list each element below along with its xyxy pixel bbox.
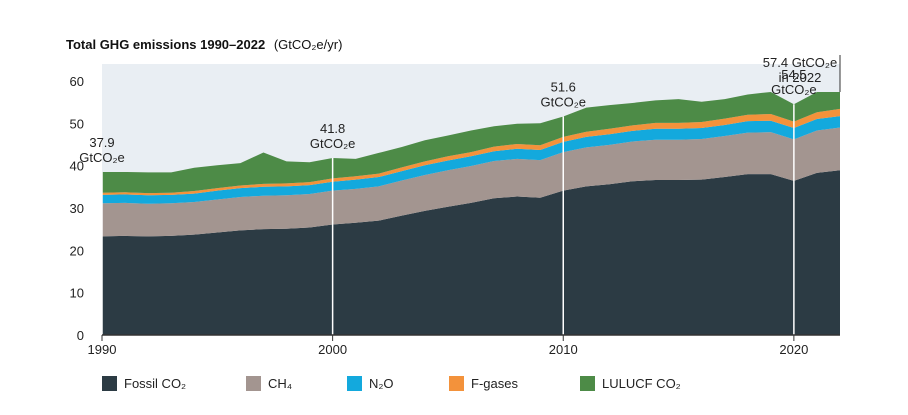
chart-title-units: (GtCO₂e/yr) (274, 37, 343, 52)
legend-label: F-gases (471, 376, 518, 391)
legend-item-fossil-co2: Fossil CO₂ (102, 376, 186, 391)
y-tick-label: 20 (70, 243, 84, 258)
y-tick-label: 60 (70, 74, 84, 89)
annotation-2020: 54.5 GtCO₂e (771, 67, 817, 97)
legend-swatch (246, 376, 261, 391)
legend-item-ch4: CH₄ (246, 376, 292, 391)
area-f-gases (102, 108, 840, 196)
annotation-2022: 57.4 GtCO₂e in 2022 (763, 55, 837, 85)
area-ch4 (102, 127, 840, 237)
legend-label: Fossil CO₂ (124, 376, 186, 391)
annotation-2000: 41.8 GtCO₂e (310, 121, 356, 151)
y-tick-label: 40 (70, 159, 84, 174)
y-tick-label: 0 (77, 328, 84, 343)
x-tick-label: 2020 (779, 342, 808, 357)
y-tick-label: 30 (70, 201, 84, 216)
legend-swatch (449, 376, 464, 391)
legend-swatch (347, 376, 362, 391)
x-tick-label: 2010 (549, 342, 578, 357)
legend-label: LULUCF CO₂ (602, 376, 681, 391)
legend-swatch (580, 376, 595, 391)
legend-label: N₂O (369, 376, 394, 391)
area-fossil-co2 (102, 170, 840, 335)
legend: Fossil CO₂ CH₄ N₂O F-gases LULUCF CO₂ (102, 376, 681, 391)
legend-item-f-gases: F-gases (449, 376, 518, 391)
annotation-1990: 37.9 GtCO₂e (79, 135, 125, 165)
stacked-areas (102, 91, 840, 335)
area-lulucf-co2 (102, 91, 840, 194)
legend-item-lulucf-co2: LULUCF CO₂ (580, 376, 681, 391)
y-tick-label: 10 (70, 286, 84, 301)
axes: 0 10 20 30 40 50 60 1990 2000 2010 2020 (70, 74, 840, 357)
legend-item-n2o: N₂O (347, 376, 394, 391)
legend-label: CH₄ (268, 376, 292, 391)
chart-title: Total GHG emissions 1990–2022 (GtCO₂e/yr… (66, 37, 342, 52)
legend-swatch (102, 376, 117, 391)
area-n2o (102, 116, 840, 204)
x-tick-label: 1990 (88, 342, 117, 357)
annotation-2010: 51.6 GtCO₂e (541, 80, 587, 110)
annotations: 37.9 GtCO₂e 41.8 GtCO₂e 51.6 GtCO₂e 54.5 GtCO₂e… (79, 54, 841, 165)
x-tick-label: 2000 (318, 342, 347, 357)
annotation-lines (101, 104, 795, 335)
chart-title-main: Total GHG emissions 1990–2022 (66, 37, 265, 52)
y-tick-label: 50 (70, 116, 84, 131)
